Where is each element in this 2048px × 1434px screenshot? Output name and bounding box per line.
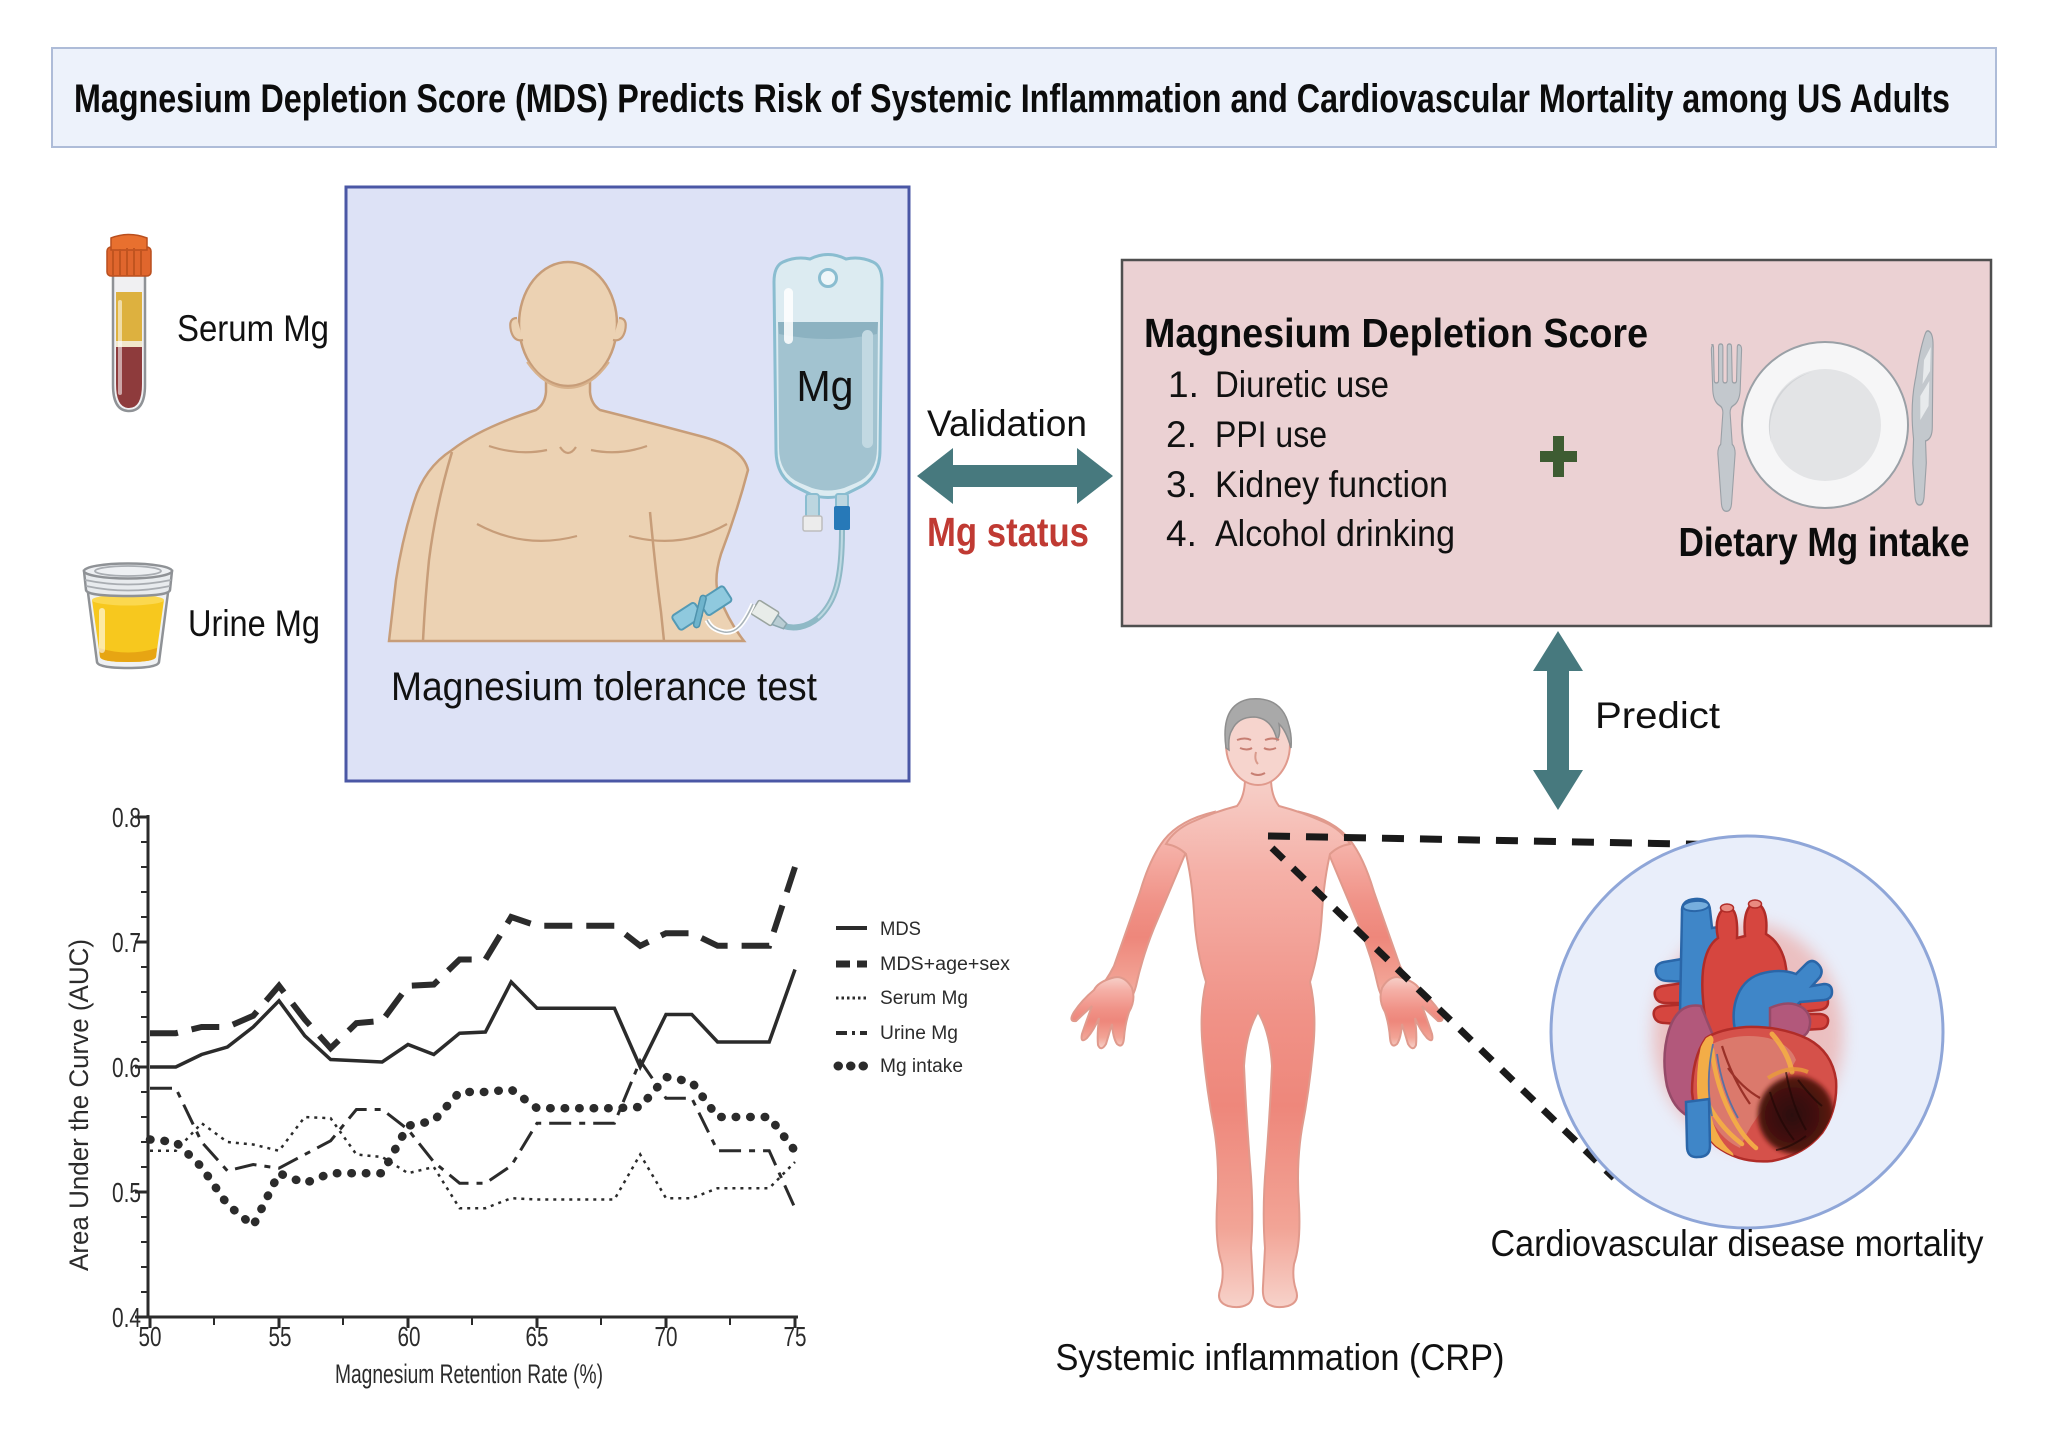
svg-text:60: 60 <box>398 1321 421 1352</box>
svg-text:Magnesium Retention Rate (%): Magnesium Retention Rate (%) <box>335 1359 603 1389</box>
svg-text:Alcohol drinking: Alcohol drinking <box>1215 513 1455 554</box>
svg-text:Systemic inflammation (CRP): Systemic inflammation (CRP) <box>1056 1337 1505 1378</box>
svg-text:0.5: 0.5 <box>112 1177 141 1208</box>
svg-text:Magnesium tolerance test: Magnesium tolerance test <box>391 665 817 709</box>
svg-text:2.: 2. <box>1166 414 1197 455</box>
svg-text:PPI use: PPI use <box>1215 414 1327 455</box>
svg-text:Predict: Predict <box>1595 695 1721 736</box>
svg-text:Mg: Mg <box>797 362 854 411</box>
svg-text:Cardiovascular disease mortali: Cardiovascular disease mortality <box>1491 1223 1984 1264</box>
svg-text:50: 50 <box>139 1321 162 1352</box>
svg-text:Mg intake: Mg intake <box>880 1056 963 1077</box>
svg-text:Serum Mg: Serum Mg <box>177 308 329 349</box>
svg-text:3.: 3. <box>1166 464 1197 505</box>
svg-text:0.7: 0.7 <box>112 927 141 958</box>
svg-text:Dietary Mg intake: Dietary Mg intake <box>1679 519 1970 565</box>
svg-text:4.: 4. <box>1166 513 1197 554</box>
svg-text:Serum Mg: Serum Mg <box>880 988 968 1009</box>
svg-text:Kidney function: Kidney function <box>1215 464 1448 505</box>
svg-text:55: 55 <box>269 1321 292 1352</box>
svg-text:MDS+age+sex: MDS+age+sex <box>880 954 1011 975</box>
svg-text:0.8: 0.8 <box>112 802 141 833</box>
svg-text:75: 75 <box>784 1321 807 1352</box>
svg-text:1.: 1. <box>1168 364 1199 405</box>
svg-text:0.4: 0.4 <box>112 1302 141 1333</box>
svg-text:Area Under the Curve (AUC): Area Under the Curve (AUC) <box>64 939 94 1271</box>
svg-text:Validation: Validation <box>927 403 1087 444</box>
svg-text:Mg status: Mg status <box>927 509 1089 555</box>
svg-text:0.6: 0.6 <box>112 1052 141 1083</box>
svg-text:Diuretic use: Diuretic use <box>1215 364 1389 405</box>
svg-text:65: 65 <box>526 1321 549 1352</box>
svg-text:70: 70 <box>655 1321 678 1352</box>
svg-text:Urine Mg: Urine Mg <box>880 1023 958 1044</box>
svg-text:Magnesium Depletion Score: Magnesium Depletion Score <box>1144 310 1648 356</box>
svg-text:MDS: MDS <box>880 919 921 940</box>
svg-text:Urine Mg: Urine Mg <box>188 603 320 644</box>
svg-text:Magnesium Depletion Score (MDS: Magnesium Depletion Score (MDS) Predicts… <box>74 77 1950 121</box>
